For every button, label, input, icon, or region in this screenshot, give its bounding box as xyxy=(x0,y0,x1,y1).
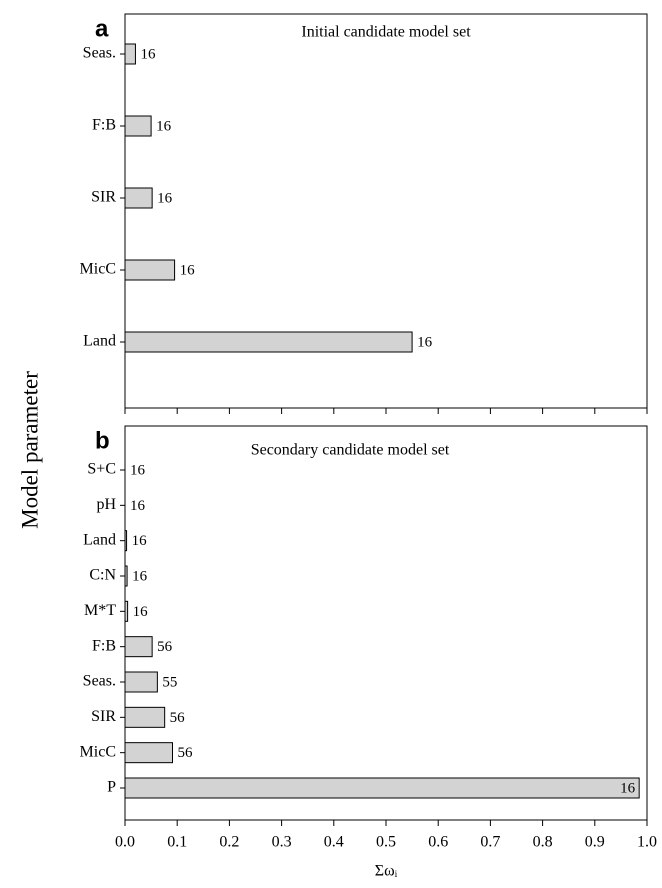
bar-label: 16 xyxy=(140,46,156,62)
bar-label: 16 xyxy=(130,462,146,478)
bar xyxy=(124,331,413,353)
chart-title: Secondary candidate model set xyxy=(251,442,450,459)
bar xyxy=(124,115,152,137)
y-tick-label: Land xyxy=(83,333,116,350)
y-tick-label: S+C xyxy=(87,461,116,478)
plot-frame xyxy=(124,425,648,821)
panel-label: a xyxy=(95,15,109,42)
bar-label: 56 xyxy=(170,710,186,726)
y-tick-label: SIR xyxy=(91,708,116,725)
bar-label: 16 xyxy=(157,190,173,206)
bar-label: 16 xyxy=(417,334,433,350)
bar-label: 16 xyxy=(180,262,196,278)
panel-label: b xyxy=(95,427,110,454)
y-tick-label: F:B xyxy=(92,637,116,654)
y-tick-label: SIR xyxy=(91,189,116,206)
y-tick-label: Seas. xyxy=(83,45,116,62)
bar xyxy=(124,636,153,658)
bar-label: 56 xyxy=(178,745,194,761)
bar-label: 16 xyxy=(132,533,148,549)
bar xyxy=(124,187,153,209)
y-tick-label: F:B xyxy=(92,117,116,134)
y-tick-label: Seas. xyxy=(83,673,116,690)
bar xyxy=(124,777,640,799)
x-tick-label: 0.0 xyxy=(115,834,135,851)
bar xyxy=(124,671,158,693)
bar xyxy=(124,259,176,281)
y-tick-label: MicC xyxy=(80,261,116,278)
y-tick-label: P xyxy=(107,779,116,796)
y-axis-label: Model parameter xyxy=(17,371,42,529)
bar xyxy=(124,742,174,764)
x-tick-label: 0.6 xyxy=(428,834,448,851)
bar-label: 16 xyxy=(156,118,172,134)
bar-label: 16 xyxy=(620,780,636,796)
bar-label: 56 xyxy=(157,639,173,655)
x-axis-label: Σωᵢ xyxy=(375,863,398,880)
x-tick-label: 0.9 xyxy=(585,834,605,851)
bar-label: 16 xyxy=(132,568,148,584)
y-tick-label: Land xyxy=(83,531,116,548)
x-tick-label: 0.8 xyxy=(533,834,553,851)
x-tick-label: 0.7 xyxy=(480,834,500,851)
bar xyxy=(124,565,128,587)
y-tick-label: C:N xyxy=(89,567,116,584)
x-tick-label: 0.3 xyxy=(272,834,292,851)
bar-label: 16 xyxy=(133,604,149,620)
bar xyxy=(124,600,129,622)
bar-label: 16 xyxy=(130,498,146,514)
chart-title: Initial candidate model set xyxy=(301,24,471,41)
bar xyxy=(124,706,166,728)
y-tick-label: M*T xyxy=(84,602,116,619)
bar xyxy=(124,530,128,552)
x-tick-label: 0.5 xyxy=(376,834,396,851)
bar-label: 55 xyxy=(162,674,177,690)
x-tick-label: 1.0 xyxy=(637,834,657,851)
y-tick-label: pH xyxy=(96,496,116,513)
bar xyxy=(124,43,136,65)
x-tick-label: 0.1 xyxy=(167,834,187,851)
y-tick-label: MicC xyxy=(80,743,116,760)
x-tick-label: 0.4 xyxy=(324,834,344,851)
x-tick-label: 0.2 xyxy=(219,834,239,851)
